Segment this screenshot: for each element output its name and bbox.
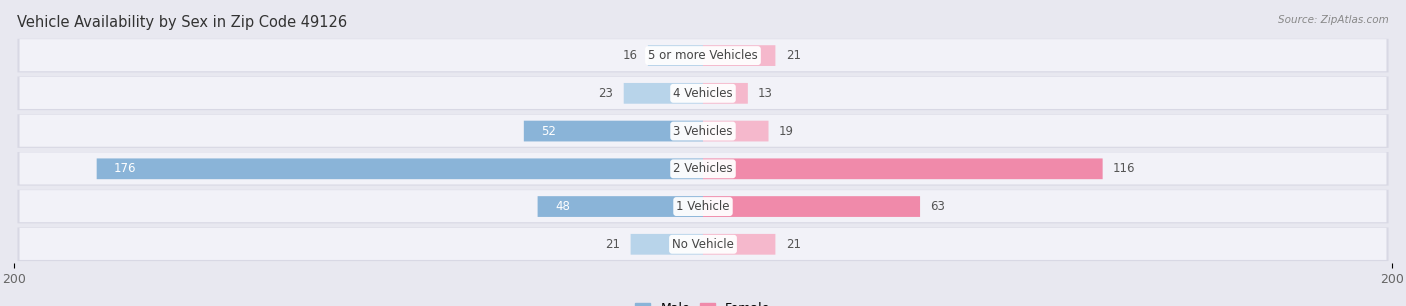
FancyBboxPatch shape	[17, 227, 1389, 261]
FancyBboxPatch shape	[17, 39, 1389, 73]
FancyBboxPatch shape	[703, 121, 769, 141]
FancyBboxPatch shape	[17, 190, 1389, 223]
Text: Vehicle Availability by Sex in Zip Code 49126: Vehicle Availability by Sex in Zip Code …	[17, 15, 347, 30]
FancyBboxPatch shape	[17, 114, 1389, 148]
FancyBboxPatch shape	[20, 228, 1386, 260]
Text: 16: 16	[623, 49, 637, 62]
Text: 48: 48	[555, 200, 569, 213]
FancyBboxPatch shape	[17, 76, 1389, 110]
FancyBboxPatch shape	[20, 152, 1386, 185]
FancyBboxPatch shape	[703, 83, 748, 104]
Text: 4 Vehicles: 4 Vehicles	[673, 87, 733, 100]
Text: 21: 21	[786, 238, 800, 251]
FancyBboxPatch shape	[20, 77, 1386, 109]
FancyBboxPatch shape	[703, 159, 1102, 179]
FancyBboxPatch shape	[631, 234, 703, 255]
FancyBboxPatch shape	[648, 45, 703, 66]
Text: 52: 52	[541, 125, 555, 138]
FancyBboxPatch shape	[703, 45, 775, 66]
Text: 176: 176	[114, 162, 136, 175]
FancyBboxPatch shape	[524, 121, 703, 141]
Text: 13: 13	[758, 87, 773, 100]
FancyBboxPatch shape	[537, 196, 703, 217]
Text: Source: ZipAtlas.com: Source: ZipAtlas.com	[1278, 15, 1389, 25]
Text: 21: 21	[786, 49, 800, 62]
FancyBboxPatch shape	[703, 196, 920, 217]
FancyBboxPatch shape	[624, 83, 703, 104]
FancyBboxPatch shape	[20, 39, 1386, 71]
Text: 2 Vehicles: 2 Vehicles	[673, 162, 733, 175]
Text: 19: 19	[779, 125, 794, 138]
FancyBboxPatch shape	[703, 234, 775, 255]
Text: 63: 63	[931, 200, 945, 213]
FancyBboxPatch shape	[20, 190, 1386, 222]
Text: 21: 21	[606, 238, 620, 251]
Text: 116: 116	[1114, 162, 1136, 175]
Text: 23: 23	[599, 87, 613, 100]
Text: 5 or more Vehicles: 5 or more Vehicles	[648, 49, 758, 62]
FancyBboxPatch shape	[97, 159, 703, 179]
Text: No Vehicle: No Vehicle	[672, 238, 734, 251]
Text: 1 Vehicle: 1 Vehicle	[676, 200, 730, 213]
Text: 3 Vehicles: 3 Vehicles	[673, 125, 733, 138]
FancyBboxPatch shape	[17, 152, 1389, 186]
Legend: Male, Female: Male, Female	[630, 297, 776, 306]
FancyBboxPatch shape	[20, 115, 1386, 147]
